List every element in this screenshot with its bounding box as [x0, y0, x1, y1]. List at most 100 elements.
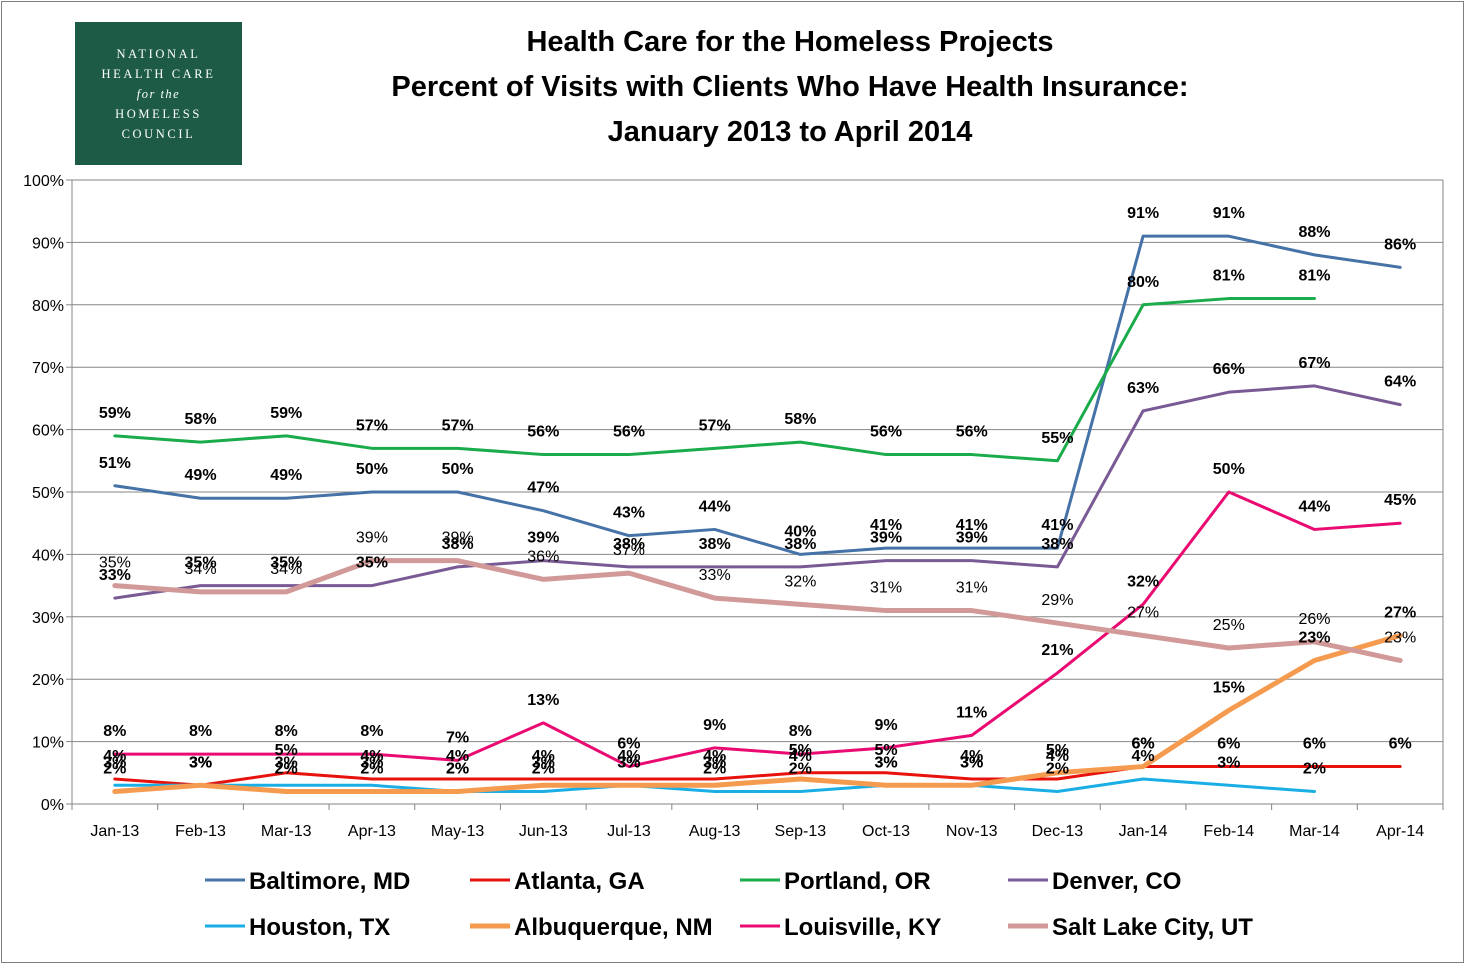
data-label: 2%	[446, 761, 469, 778]
data-label: 55%	[1041, 430, 1073, 447]
data-label: 3%	[532, 754, 555, 771]
data-label: 36%	[527, 548, 559, 565]
y-tick-label: 20%	[32, 672, 64, 689]
data-label: 35%	[185, 555, 217, 572]
data-label: 38%	[613, 536, 645, 553]
data-label: 34%	[185, 561, 217, 578]
data-label: 50%	[442, 461, 474, 478]
data-label: 34%	[270, 561, 302, 578]
data-label: 3%	[960, 754, 983, 771]
data-label: 4%	[360, 748, 383, 765]
data-label: 37%	[613, 542, 645, 559]
x-tick-label: Jan-14	[1119, 823, 1168, 840]
data-label: 47%	[527, 480, 559, 497]
y-tick-label: 50%	[32, 485, 64, 502]
data-label: 49%	[185, 467, 217, 484]
data-label: 91%	[1213, 205, 1245, 222]
x-tick-label: Mar-14	[1289, 823, 1340, 840]
series-line	[113, 234, 1402, 556]
data-label: 2%	[446, 761, 469, 778]
data-label: 4%	[960, 748, 983, 765]
data-label: 67%	[1298, 355, 1330, 372]
data-label: 5%	[1046, 742, 1069, 759]
series-line	[112, 633, 1403, 795]
x-tick-label: Dec-13	[1032, 823, 1084, 840]
data-label: 23%	[1298, 629, 1330, 646]
data-label: 38%	[699, 536, 731, 553]
data-label: 59%	[99, 405, 131, 422]
data-label: 58%	[185, 411, 217, 428]
data-label: 38%	[442, 536, 474, 553]
data-label: 32%	[784, 573, 816, 590]
data-label: 3%	[275, 754, 298, 771]
y-tick-label: 0%	[41, 797, 64, 814]
data-label: 3%	[874, 754, 897, 771]
series-line	[113, 297, 1316, 463]
x-tick-label: Sep-13	[775, 823, 827, 840]
data-label: 7%	[446, 729, 469, 746]
nhchc-logo: NATIONAL HEALTH CARE for the HOMELESS CO…	[75, 22, 242, 165]
data-label: 4%	[789, 748, 812, 765]
data-label: 41%	[956, 517, 988, 534]
y-tick-label: 90%	[32, 235, 64, 252]
data-label: 31%	[956, 580, 988, 597]
data-label: 31%	[870, 580, 902, 597]
data-label: 43%	[613, 505, 645, 522]
data-label: 57%	[356, 417, 388, 434]
data-label: 56%	[613, 424, 645, 441]
x-tick-label: Oct-13	[862, 823, 910, 840]
logo-line-5: COUNCIL	[121, 126, 196, 141]
x-tick-label: Feb-14	[1203, 823, 1254, 840]
data-label: 6%	[1132, 736, 1155, 753]
data-label: 66%	[1213, 361, 1245, 378]
legend-label: Portland, OR	[784, 868, 931, 895]
data-label: 39%	[442, 530, 474, 547]
data-label: 3%	[189, 754, 212, 771]
data-label: 63%	[1127, 380, 1159, 397]
y-tick-label: 80%	[32, 298, 64, 315]
data-label: 3%	[103, 754, 126, 771]
x-tick-label: Jan-13	[90, 823, 139, 840]
data-label: 59%	[270, 405, 302, 422]
data-label: 29%	[1041, 592, 1073, 609]
data-label: 25%	[1213, 617, 1245, 634]
chart-title-line-3: January 2013 to April 2014	[607, 116, 973, 148]
data-label: 8%	[275, 723, 298, 740]
data-label: 2%	[532, 761, 555, 778]
data-label: 41%	[1041, 517, 1073, 534]
data-label: 40%	[784, 523, 816, 540]
x-tick-label: Nov-13	[946, 823, 998, 840]
data-label: 35%	[99, 555, 131, 572]
data-label: 2%	[703, 761, 726, 778]
chart-title-line-1: Health Care for the Homeless Projects	[526, 26, 1054, 58]
chart-title-line-2: Percent of Visits with Clients Who Have …	[391, 71, 1189, 103]
data-label: 33%	[699, 567, 731, 584]
series-line	[112, 558, 1403, 663]
y-tick-label: 70%	[32, 360, 64, 377]
data-label: 3%	[703, 754, 726, 771]
data-label: 64%	[1384, 374, 1416, 391]
data-label: 4%	[532, 748, 555, 765]
data-label: 44%	[699, 498, 731, 515]
legend-label: Louisville, KY	[784, 914, 941, 941]
data-label: 4%	[1132, 748, 1155, 765]
legend-label: Baltimore, MD	[249, 868, 410, 895]
data-label: 38%	[1041, 536, 1073, 553]
data-label: 8%	[103, 723, 126, 740]
x-tick-label: Apr-13	[348, 823, 396, 840]
legend-label: Atlanta, GA	[514, 868, 645, 895]
data-label: 3%	[617, 754, 640, 771]
data-label: 6%	[617, 736, 640, 753]
data-label: 27%	[1384, 605, 1416, 622]
y-tick-label: 10%	[32, 735, 64, 752]
data-label: 4%	[617, 748, 640, 765]
data-label: 2%	[1046, 761, 1069, 778]
data-label: 9%	[703, 717, 726, 734]
data-label: 8%	[789, 723, 812, 740]
data-label: 91%	[1127, 205, 1159, 222]
series-line	[113, 765, 1402, 787]
data-label: 11%	[956, 704, 987, 721]
data-label: 39%	[527, 530, 559, 547]
